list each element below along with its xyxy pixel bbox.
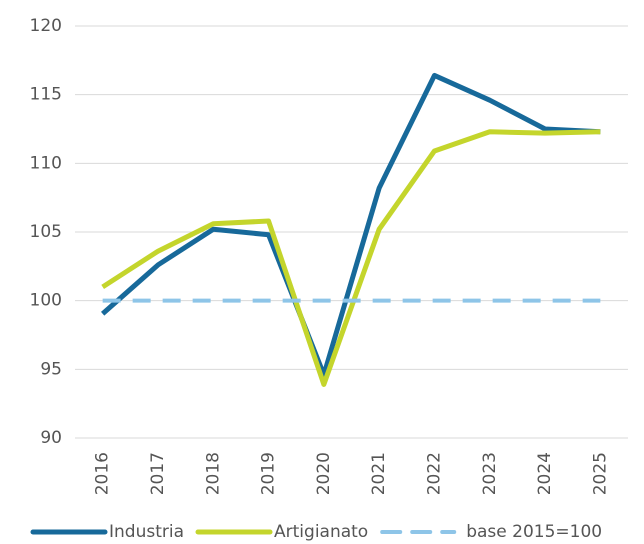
y-tick-label: 115 [30, 85, 62, 105]
legend-label: Industria [109, 522, 184, 542]
x-tick-label: 2020 [314, 452, 334, 495]
x-tick-label: 2019 [259, 452, 279, 495]
y-tick-label: 120 [30, 16, 62, 36]
series-line [100, 72, 601, 378]
legend-label: Artigianato [274, 522, 368, 542]
legend-label: base 2015=100 [466, 522, 602, 542]
x-tick-label: 2021 [369, 452, 389, 495]
y-tick-label: 100 [30, 291, 62, 311]
y-tick-label: 90 [40, 428, 62, 448]
series-line [101, 129, 601, 387]
x-tick-label: 2022 [424, 452, 444, 495]
x-tick-label: 2025 [590, 452, 610, 495]
y-tick-label: 110 [30, 153, 62, 173]
x-tick-label: 2017 [148, 452, 168, 495]
x-tick-label: 2018 [203, 452, 223, 495]
x-tick-label: 2016 [93, 452, 113, 495]
x-tick-label: 2024 [535, 452, 555, 495]
y-tick-label: 105 [30, 222, 62, 242]
x-tick-label: 2023 [480, 452, 500, 495]
y-tick-label: 95 [40, 359, 62, 379]
